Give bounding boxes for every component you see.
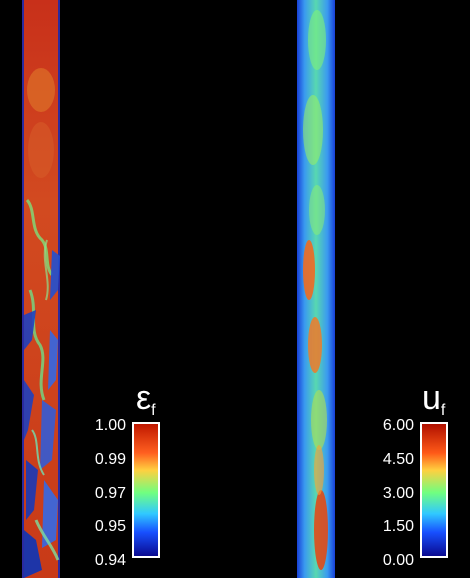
- tick-label: 6.00: [382, 417, 414, 434]
- symbol-text: ε: [136, 379, 152, 417]
- tick-label: 1.50: [382, 518, 414, 535]
- tick-label: 1.00: [94, 417, 126, 434]
- tick-label: 0.94: [94, 552, 126, 569]
- velocity-column: [297, 0, 335, 578]
- symbol-text: u: [422, 379, 441, 417]
- legend-symbol: εf: [136, 381, 156, 428]
- symbol-subscript: f: [440, 402, 446, 419]
- void-fraction-column: [22, 0, 60, 578]
- void-fraction-colorbar: [132, 422, 160, 558]
- tick-label: 4.50: [382, 451, 414, 468]
- tick-label: 0.00: [382, 552, 414, 569]
- tick-label: 3.00: [382, 485, 414, 502]
- symbol-subscript: f: [151, 402, 156, 419]
- velocity-colorbar: [420, 422, 448, 558]
- tick-label: 0.99: [94, 451, 126, 468]
- legend-symbol: uf: [422, 381, 445, 428]
- tick-label: 0.95: [94, 518, 126, 535]
- tick-label: 0.97: [94, 485, 126, 502]
